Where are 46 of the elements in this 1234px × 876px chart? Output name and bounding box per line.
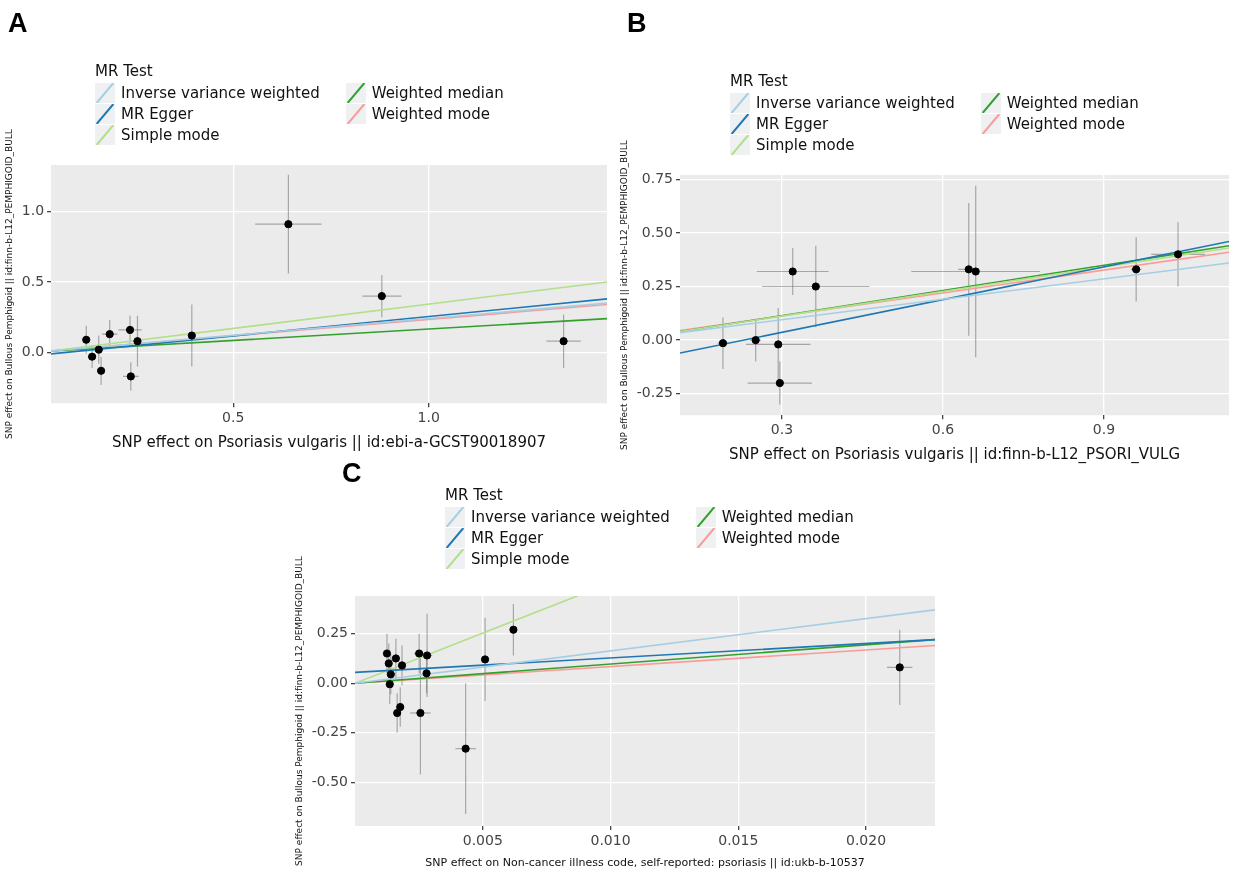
legend-label: Weighted median: [721, 508, 854, 526]
y-tick-label: -0.25: [636, 384, 674, 401]
legend-label: MR Egger: [121, 105, 194, 123]
y-tick-label: -0.50: [311, 773, 349, 790]
legend-title: MR Test: [730, 72, 789, 90]
y-tick-label: 0.5: [21, 272, 45, 289]
x-tick-label: 0.005: [462, 832, 503, 849]
y-tick-label: 0.00: [641, 330, 674, 347]
legend-label: Inverse variance weighted: [121, 84, 320, 102]
legend-label: Simple mode: [121, 126, 220, 144]
legend-label: Simple mode: [471, 550, 570, 568]
x-tick-label: 0.3: [770, 421, 794, 438]
x-tick-label: 0.010: [590, 832, 631, 849]
legend-label: MR Egger: [471, 529, 544, 547]
legend-label: Simple mode: [756, 136, 855, 154]
y-tick-label: 0.00: [316, 673, 349, 690]
x-tick-label: 0.020: [845, 832, 887, 849]
x-tick-label: 0.015: [718, 832, 759, 849]
legend-title: MR Test: [95, 62, 154, 80]
y-tick-label: 1.0: [21, 202, 45, 219]
legend-label: MR Egger: [756, 115, 829, 133]
y-tick-label: 0.75: [641, 169, 674, 186]
y-tick-label: 0.0: [21, 343, 45, 360]
legend-label: Inverse variance weighted: [756, 94, 955, 112]
y-tick-label: 0.25: [316, 624, 349, 641]
legend-label: Weighted median: [1006, 94, 1139, 112]
legend-label: Weighted mode: [1006, 115, 1126, 133]
legend-label: Weighted mode: [371, 105, 491, 123]
y-tick-label: 0.50: [641, 223, 674, 240]
x-axis-title: SNP effect on Psoriasis vulgaris || id:finn-b-L12_PSORI_VULG: [728, 444, 1181, 464]
x-axis-title: SNP effect on Psoriasis vulgaris || id:ebi-a-GCST90018907: [112, 432, 547, 451]
y-tick-label: -0.25: [311, 723, 349, 740]
y-tick-label: 0.25: [641, 277, 674, 294]
x-tick-label: 0.6: [931, 421, 955, 438]
x-axis-title: SNP effect on Non-cancer illness code, self-reported: psoriasis || id:ukb-b-10537: [425, 856, 865, 870]
y-axis-title: SNP effect on Bullous Pemphigoid || id:finn-b-L12_PEMPHIGOID_BULL: [293, 556, 304, 866]
legend-label: Inverse variance weighted: [471, 508, 670, 526]
chart-title: C: [342, 458, 362, 489]
y-axis-title: SNP effect on Bullous Pemphigoid || id:finn-b-L12_PEMPHIGOID_BULL: [618, 140, 629, 450]
chart-title: A: [8, 8, 28, 39]
legend-title: MR Test: [445, 486, 504, 504]
x-tick-label: 0.9: [1092, 421, 1116, 438]
chart-title: B: [627, 8, 647, 39]
y-axis-title: SNP effect on Bullous Pemphigoid || id:finn-b-L12_PEMPHIGOID_BULL: [3, 129, 14, 439]
legend-label: Weighted median: [371, 84, 504, 102]
legend-label: Weighted mode: [721, 529, 841, 547]
